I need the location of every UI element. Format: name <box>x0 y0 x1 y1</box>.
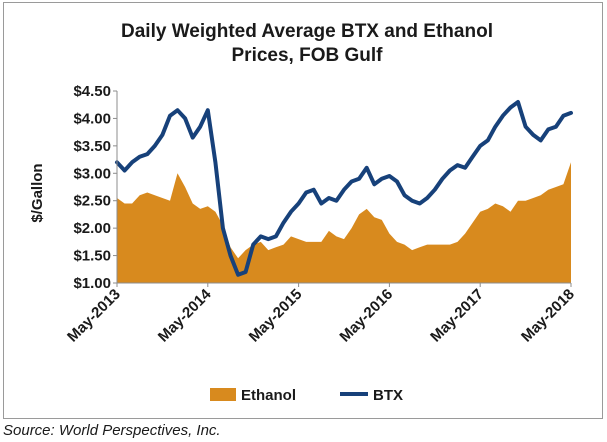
x-tick-label: May-2013 <box>64 286 124 346</box>
axes <box>116 91 571 284</box>
x-tick-label: May-2014 <box>155 285 215 345</box>
plot-area <box>115 100 573 283</box>
legend-label-ethanol: Ethanol <box>241 387 296 404</box>
chart-title-line-1: Daily Weighted Average BTX and Ethanol <box>121 21 493 42</box>
x-tick-label: May-2018 <box>518 286 578 346</box>
legend: Ethanol BTX <box>210 387 403 404</box>
y-tick-label: $1.00 <box>73 275 111 292</box>
x-tick-label: May-2016 <box>336 286 396 346</box>
y-axis-ticks: $1.00 $1.50 $2.00 $2.50 $3.00 $3.50 $4.00 $4.50 <box>73 83 117 292</box>
legend-swatch-ethanol <box>210 388 236 401</box>
y-tick-label: $2.50 <box>73 193 111 210</box>
legend-label-btx: BTX <box>373 387 403 404</box>
y-tick-label: $1.50 <box>73 248 111 265</box>
series-btx-line <box>115 100 573 277</box>
y-tick-label: $4.00 <box>73 110 111 127</box>
y-tick-label: $4.50 <box>73 83 111 100</box>
x-tick-label: May-2015 <box>246 286 306 346</box>
y-axis-label: $/Gallon <box>29 163 46 222</box>
y-tick-label: $3.00 <box>73 165 111 182</box>
chart-title-line-2: Prices, FOB Gulf <box>232 45 384 66</box>
source-note: Source: World Perspectives, Inc. <box>3 422 221 439</box>
x-axis-ticks: May-2013 May-2014 May-2015 May-2016 May-2017… <box>64 283 578 346</box>
y-tick-label: $2.00 <box>73 220 111 237</box>
series-ethanol-area <box>117 162 571 283</box>
y-tick-label: $3.50 <box>73 138 111 155</box>
chart-svg: Daily Weighted Average BTX and Ethanol P… <box>29 21 578 404</box>
x-tick-label: May-2017 <box>427 286 487 346</box>
chart-frame: Daily Weighted Average BTX and Ethanol P… <box>3 2 603 419</box>
